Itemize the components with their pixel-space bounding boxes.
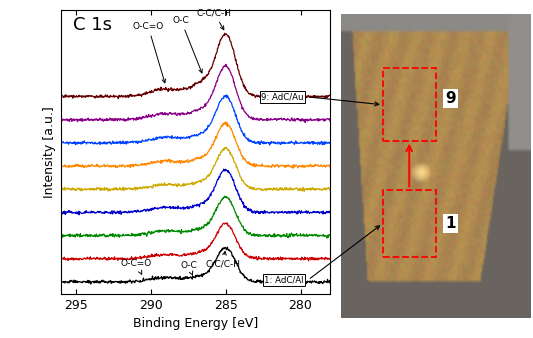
Y-axis label: Intensity [a.u.]: Intensity [a.u.] xyxy=(43,106,56,198)
Text: 9: 9 xyxy=(446,91,456,106)
Text: O-C=O: O-C=O xyxy=(132,22,166,83)
Text: 9: AdC/Au: 9: AdC/Au xyxy=(261,92,303,101)
Text: C-C/C-H: C-C/C-H xyxy=(205,251,240,269)
Text: O-C: O-C xyxy=(173,16,202,73)
Text: O-C: O-C xyxy=(180,261,197,275)
Bar xyxy=(383,68,436,141)
Text: O-C=O: O-C=O xyxy=(120,259,152,274)
Text: C-C/C-H: C-C/C-H xyxy=(196,8,231,30)
Bar xyxy=(383,190,436,257)
X-axis label: Binding Energy [eV]: Binding Energy [eV] xyxy=(133,317,259,331)
Text: 1: 1 xyxy=(446,216,456,231)
Text: C 1s: C 1s xyxy=(73,17,112,34)
Text: 1: AdC/Al: 1: AdC/Al xyxy=(264,275,303,285)
